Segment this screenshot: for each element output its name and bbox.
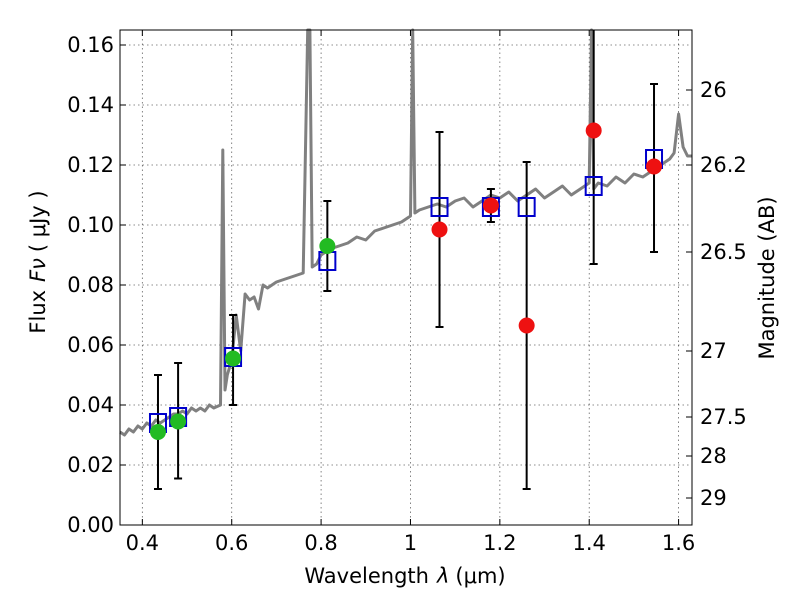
y-tick-label: 0.12 bbox=[67, 153, 114, 177]
x-axis-label: Wavelength λ (μm) bbox=[304, 564, 505, 588]
red-data-point bbox=[646, 158, 663, 175]
model-photometry-box bbox=[430, 197, 449, 217]
model-sed-line bbox=[119, 28, 692, 437]
magnitude-tick-label: 26.2 bbox=[700, 153, 747, 177]
y-tick-label: 0.06 bbox=[67, 333, 114, 357]
model-photometry-box bbox=[584, 176, 603, 196]
x-tick-label: 1 bbox=[404, 531, 417, 555]
plot-frame bbox=[119, 29, 693, 526]
magnitude-tick-label: 26 bbox=[700, 78, 727, 102]
y-tick-label: 0.14 bbox=[67, 93, 114, 117]
x-tick-label: 1.2 bbox=[483, 531, 516, 555]
y-tick-label: 0.16 bbox=[67, 33, 114, 57]
magnitude-tick-label: 27.5 bbox=[700, 405, 747, 429]
y-tick-label: 0.10 bbox=[67, 213, 114, 237]
x-tick-label: 0.4 bbox=[126, 531, 159, 555]
magnitude-tick-label: 28 bbox=[700, 444, 727, 468]
red-data-point bbox=[518, 317, 535, 334]
x-tick-label: 0.8 bbox=[304, 531, 337, 555]
x-tick-label: 1.4 bbox=[573, 531, 606, 555]
green-data-point bbox=[319, 238, 336, 254]
red-data-point bbox=[482, 197, 499, 214]
red-data-point bbox=[431, 221, 448, 238]
y-tick-label: 0.02 bbox=[67, 453, 114, 477]
y-tick-label: 0.04 bbox=[67, 393, 114, 417]
photometry-points bbox=[149, 122, 663, 440]
magnitude-tick-label: 26.5 bbox=[700, 240, 747, 264]
model-photometry-box bbox=[517, 197, 536, 217]
model-photometry-boxes bbox=[148, 149, 664, 433]
y-axis-label: FluxFν( μJy ) bbox=[26, 190, 50, 333]
y-tick-label: 0.08 bbox=[67, 273, 114, 297]
magnitude-tick-label: 29 bbox=[700, 486, 727, 510]
error-bars bbox=[153, 30, 659, 490]
model-sed-layer bbox=[119, 28, 692, 437]
green-data-point bbox=[225, 350, 242, 367]
y2-axis-label: Magnitude (AB) bbox=[755, 196, 779, 359]
x-tick-label: 1.6 bbox=[662, 531, 695, 555]
ticks: 0.4 0.6 0.8 1 1.2 1.4 1.6 0.00 0.02 0.04 0.06 0.08 0… bbox=[67, 30, 747, 555]
green-data-point bbox=[170, 413, 187, 430]
green-data-point bbox=[149, 424, 166, 440]
grid bbox=[120, 30, 692, 526]
x-tick-label: 0.6 bbox=[215, 531, 248, 555]
red-data-point bbox=[585, 122, 602, 139]
y-tick-label: 0.00 bbox=[67, 513, 114, 537]
magnitude-tick-label: 27 bbox=[700, 339, 727, 363]
